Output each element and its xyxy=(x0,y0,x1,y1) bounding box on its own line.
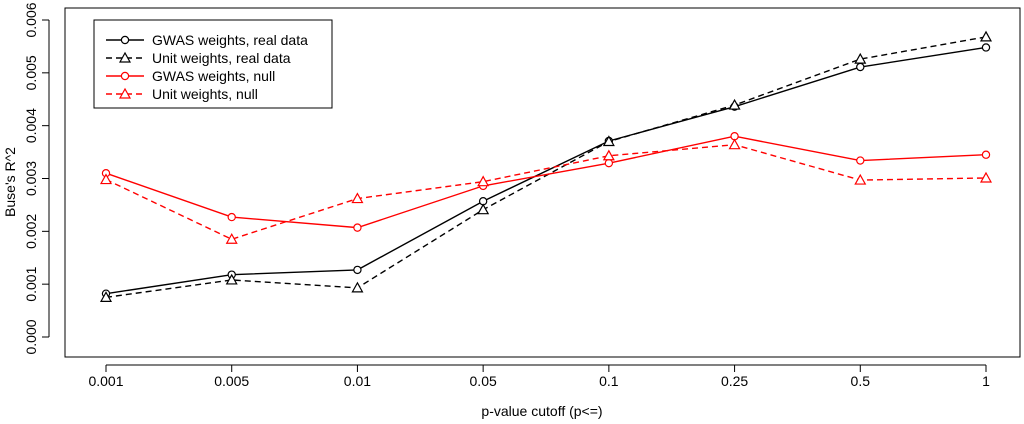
x-axis: 0.001 0.005 0.01 0.05 0.1 0.25 0.5 1 xyxy=(88,364,990,389)
legend-label: Unit weights, real data xyxy=(152,50,291,66)
legend: GWAS weights, real data Unit weights, rea… xyxy=(93,19,333,109)
series-line xyxy=(105,36,987,299)
data-point xyxy=(353,223,362,232)
data-point xyxy=(604,158,614,168)
y-tick-label: 0.006 xyxy=(23,2,39,37)
data-point xyxy=(477,203,490,215)
x-tick-label: 0.05 xyxy=(470,373,497,389)
y-tick-label: 0.000 xyxy=(23,319,39,354)
data-point xyxy=(351,281,364,293)
data-point xyxy=(981,150,991,159)
series-2 xyxy=(99,30,993,302)
legend-marker xyxy=(118,51,132,63)
data-point xyxy=(602,149,615,161)
legend-label: GWAS weights, null xyxy=(152,68,275,84)
data-point xyxy=(225,233,238,244)
series-line xyxy=(105,46,987,295)
data-point xyxy=(979,30,993,42)
y-tick-label: 0.002 xyxy=(23,214,39,249)
series-line xyxy=(105,143,987,241)
x-tick-label: 0.01 xyxy=(344,373,371,389)
legend-label: GWAS weights, real data xyxy=(152,32,308,48)
y-axis: 0.000 0.001 0.002 0.003 0.004 0.005 0.006 xyxy=(23,2,50,355)
series-layer xyxy=(99,30,993,302)
legend-marker xyxy=(118,87,132,99)
x-tick-label: 0.1 xyxy=(599,373,619,389)
series-1 xyxy=(101,43,991,298)
legend-item: Unit weights, null xyxy=(106,86,258,102)
plot-frame xyxy=(64,7,1021,358)
data-point xyxy=(856,62,865,72)
data-point xyxy=(856,156,865,165)
data-point xyxy=(728,98,741,110)
y-tick-label: 0.005 xyxy=(23,55,39,90)
series-4 xyxy=(99,138,993,244)
data-point xyxy=(351,192,364,204)
x-tick-label: 0.25 xyxy=(721,373,748,389)
legend-box xyxy=(93,19,333,109)
data-point xyxy=(979,171,993,183)
data-point xyxy=(602,135,615,147)
data-point xyxy=(854,52,867,64)
data-point xyxy=(981,43,991,52)
x-tick-label: 0.001 xyxy=(88,373,123,389)
y-tick-label: 0.003 xyxy=(23,161,39,196)
legend-marker xyxy=(120,71,130,81)
y-tick-label: 0.004 xyxy=(23,108,39,143)
data-point xyxy=(728,138,741,150)
y-tick-label: 0.001 xyxy=(23,266,39,301)
x-tick-label: 0.5 xyxy=(851,373,871,389)
data-point xyxy=(854,173,867,185)
data-point xyxy=(225,273,238,285)
data-point xyxy=(99,173,113,185)
data-point xyxy=(227,212,236,222)
legend-item: GWAS weights, real data xyxy=(106,32,308,48)
series-line xyxy=(105,135,987,229)
legend-item: Unit weights, real data xyxy=(106,50,291,66)
legend-item: GWAS weights, null xyxy=(106,68,275,84)
legend-marker xyxy=(120,35,130,45)
data-point xyxy=(99,291,113,302)
legend-label: Unit weights, null xyxy=(152,86,258,102)
x-tick-label: 1 xyxy=(982,373,990,389)
data-point xyxy=(477,175,490,187)
x-tick-label: 0.005 xyxy=(214,373,249,389)
x-axis-label: p-value cutoff (p<=) xyxy=(481,403,602,419)
y-axis-label: Buse's R^2 xyxy=(2,147,18,217)
data-point xyxy=(353,265,362,275)
